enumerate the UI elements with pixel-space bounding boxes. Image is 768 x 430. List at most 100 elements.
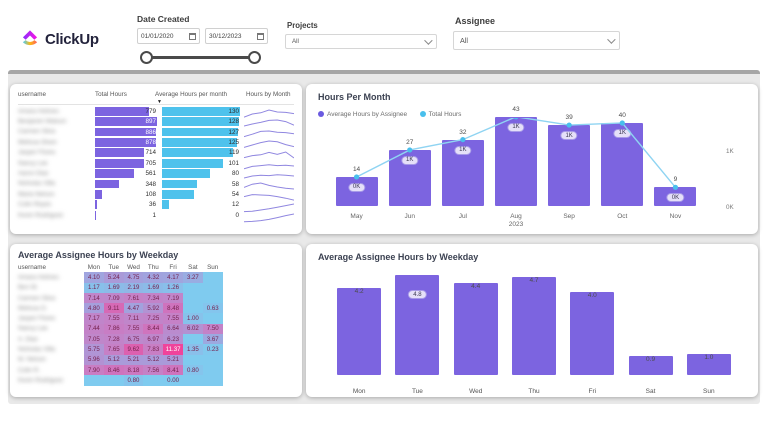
- heatmap-cell[interactable]: [202, 354, 223, 365]
- heatmap-cell[interactable]: 0.23: [202, 344, 223, 355]
- col-total-hours[interactable]: Total Hours: [95, 91, 127, 98]
- date-slider-handle-left[interactable]: [140, 51, 153, 64]
- heatmap-cell[interactable]: 6.23: [163, 334, 183, 345]
- heatmap-cell[interactable]: 7.25: [143, 313, 164, 324]
- heatmap-cell[interactable]: [182, 282, 203, 293]
- heatmap-cell[interactable]: 6.75: [123, 334, 144, 345]
- heatmap-cell[interactable]: 6.64: [163, 323, 183, 335]
- heatmap-cell[interactable]: 5.75: [84, 344, 104, 355]
- heatmap-cell[interactable]: 7.19: [163, 292, 183, 304]
- heatmap-cell[interactable]: 7.83: [143, 344, 164, 355]
- calendar-icon[interactable]: [189, 32, 196, 40]
- heatmap-cell[interactable]: 0.80: [182, 364, 203, 376]
- heatmap-cell[interactable]: [202, 292, 223, 304]
- sort-desc-icon[interactable]: ▼: [157, 99, 162, 105]
- heatmap-cell[interactable]: 8.44: [143, 323, 164, 335]
- heatmap-cell[interactable]: 7.05: [84, 334, 104, 345]
- heatmap-cell[interactable]: 4.32: [143, 272, 164, 283]
- avg-hours-cell[interactable]: 130: [162, 106, 240, 116]
- heatmap-cell[interactable]: 1.35: [182, 344, 203, 355]
- total-hours-cell[interactable]: 1: [95, 210, 157, 220]
- weekday-bar-sat[interactable]: [628, 356, 673, 375]
- heatmap-day-header[interactable]: Sun: [207, 263, 219, 271]
- heatmap-cell[interactable]: 6.97: [143, 334, 164, 345]
- heatmap-cell[interactable]: 1.17: [84, 282, 104, 293]
- table-row[interactable]: Kevin Rodriguez 1 0: [18, 210, 295, 223]
- heatmap-cell[interactable]: 1.69: [103, 282, 124, 293]
- heatmap-cell[interactable]: 7.09: [103, 292, 124, 304]
- heatmap-cell[interactable]: [182, 292, 203, 304]
- heatmap-cell[interactable]: [182, 375, 203, 386]
- heatmap-cell[interactable]: [182, 303, 203, 314]
- heatmap-cell[interactable]: 4.17: [163, 272, 183, 283]
- heatmap-row[interactable]: Amara Holmes 4.10 5.24 4.75 4.32 4.17 3.27: [18, 272, 294, 283]
- heatmap-row[interactable]: Nancy Lee 7.44 7.86 7.55 8.44 6.64 6.02 7.50: [18, 323, 294, 335]
- weekday-bar-wed[interactable]: [453, 283, 498, 375]
- date-range-slider-track[interactable]: [148, 56, 254, 59]
- heatmap-cell[interactable]: 0.63: [202, 303, 223, 314]
- heatmap-day-header[interactable]: Wed: [127, 263, 140, 271]
- heatmap-cell[interactable]: 0.80: [123, 375, 144, 386]
- heatmap-cell[interactable]: 5.92: [143, 303, 164, 314]
- total-hours-cell[interactable]: 897: [95, 117, 157, 126]
- date-end-input[interactable]: 30/12/2023: [205, 28, 268, 44]
- heatmap-cell[interactable]: [143, 375, 164, 386]
- heatmap-cell[interactable]: 7.11: [123, 313, 144, 324]
- date-start-input[interactable]: 01/01/2020: [137, 28, 200, 44]
- heatmap-cell[interactable]: 5.21: [123, 354, 144, 365]
- calendar-icon[interactable]: [257, 32, 264, 40]
- total-hours-cell[interactable]: 779: [95, 106, 157, 116]
- heatmap-cell[interactable]: [182, 354, 203, 365]
- heatmap-row[interactable]: Kevin Rodriguez 0.80 0.00: [18, 375, 294, 386]
- assignee-dropdown[interactable]: All: [453, 31, 620, 50]
- heatmap-cell[interactable]: 7.86: [103, 323, 124, 335]
- projects-dropdown[interactable]: All: [285, 34, 437, 49]
- avg-hours-cell[interactable]: 119: [162, 148, 240, 158]
- heatmap-cell[interactable]: [202, 375, 223, 386]
- total-hours-cell[interactable]: 886: [95, 127, 157, 137]
- heatmap-cell[interactable]: 4.80: [84, 303, 104, 314]
- total-hours-cell[interactable]: 714: [95, 148, 157, 158]
- avg-hours-cell[interactable]: 101: [162, 158, 240, 168]
- heatmap-cell[interactable]: 5.12: [103, 354, 124, 365]
- heatmap-cell[interactable]: 3.27: [182, 272, 203, 283]
- avg-hours-cell[interactable]: 58: [162, 179, 240, 189]
- table-row[interactable]: Melissa Olsen 878 125: [18, 137, 295, 149]
- heatmap-cell[interactable]: 5.12: [143, 354, 164, 365]
- heatmap-day-header[interactable]: Thu: [147, 263, 159, 271]
- heatmap-cell[interactable]: 7.17: [84, 313, 104, 324]
- heatmap-cell[interactable]: 11.37: [163, 344, 183, 355]
- heatmap-cell[interactable]: 7.65: [103, 344, 124, 355]
- avg-hours-cell[interactable]: 12: [162, 200, 240, 210]
- weekday-bar-mon[interactable]: [337, 287, 382, 375]
- date-slider-handle-right[interactable]: [248, 51, 261, 64]
- heatmap-cell[interactable]: 2.19: [123, 282, 144, 293]
- avg-hours-cell[interactable]: 54: [162, 189, 240, 199]
- heatmap-cell[interactable]: [202, 272, 223, 283]
- heatmap-day-header[interactable]: Mon: [87, 263, 101, 271]
- heatmap-row[interactable]: Jasper Flores 7.17 7.55 7.11 7.25 7.55 1.00: [18, 313, 294, 324]
- col-hours-by-month[interactable]: Hours by Month: [246, 91, 291, 98]
- heatmap-cell[interactable]: 8.41: [163, 364, 183, 376]
- heatmap-cell[interactable]: 7.90: [84, 364, 104, 376]
- heatmap-cell[interactable]: [202, 282, 223, 293]
- heatmap-cell[interactable]: 9.62: [123, 344, 144, 355]
- heatmap-row[interactable]: Carmen Silva 7.14 7.09 7.61 7.34 7.19: [18, 292, 294, 304]
- heatmap-cell[interactable]: 4.47: [123, 303, 144, 314]
- heatmap-cell[interactable]: 3.67: [202, 334, 223, 345]
- heatmap-cell[interactable]: [202, 364, 223, 376]
- avg-hours-cell[interactable]: 127: [162, 127, 240, 137]
- heatmap-cell[interactable]: 7.55: [163, 313, 183, 324]
- heatmap-cell[interactable]: 1.00: [182, 313, 203, 324]
- heatmap-cell[interactable]: 4.75: [123, 272, 144, 283]
- heatmap-cell[interactable]: 5.21: [163, 354, 183, 365]
- total-hours-cell[interactable]: 108: [95, 189, 157, 199]
- heatmap-cell[interactable]: 5.96: [84, 354, 104, 365]
- heatmap-cell[interactable]: [202, 313, 223, 324]
- legend-total-hours[interactable]: Total Hours: [419, 111, 461, 118]
- heatmap-row[interactable]: A. Diaz 7.05 7.28 6.75 6.97 6.23 3.67: [18, 334, 294, 345]
- total-hours-cell[interactable]: 561: [95, 169, 157, 178]
- heatmap-cell[interactable]: 9.11: [103, 303, 124, 314]
- col-avg-hours[interactable]: Average Hours per month: [155, 91, 227, 98]
- heatmap-cell[interactable]: 6.02: [182, 323, 203, 335]
